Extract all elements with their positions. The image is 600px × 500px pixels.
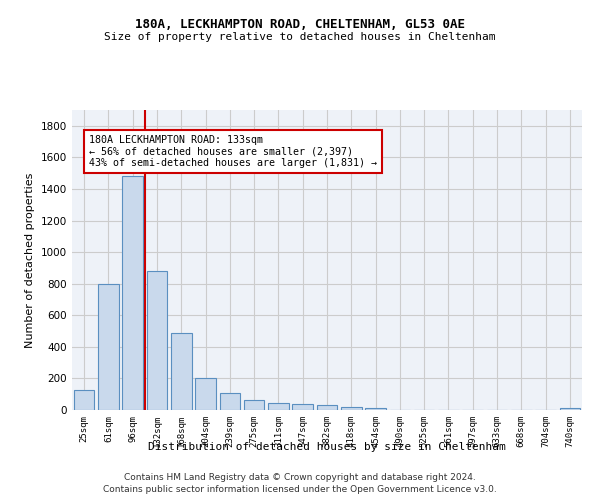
Bar: [98, 284, 119, 410]
Bar: [341, 407, 362, 410]
Bar: [365, 408, 386, 410]
Text: 180A LECKHAMPTON ROAD: 133sqm
← 56% of detached houses are smaller (2,397)
43% o: 180A LECKHAMPTON ROAD: 133sqm ← 56% of d…: [89, 136, 377, 168]
Bar: [171, 332, 191, 410]
Bar: [268, 403, 289, 410]
Bar: [317, 406, 337, 410]
Bar: [292, 404, 313, 410]
Text: Contains HM Land Registry data © Crown copyright and database right 2024.: Contains HM Land Registry data © Crown c…: [124, 472, 476, 482]
Text: Size of property relative to detached houses in Cheltenham: Size of property relative to detached ho…: [104, 32, 496, 42]
Bar: [220, 394, 240, 410]
Bar: [122, 176, 143, 410]
Text: Distribution of detached houses by size in Cheltenham: Distribution of detached houses by size …: [148, 442, 506, 452]
Bar: [560, 408, 580, 410]
Text: Contains public sector information licensed under the Open Government Licence v3: Contains public sector information licen…: [103, 485, 497, 494]
Bar: [195, 378, 216, 410]
Bar: [146, 271, 167, 410]
Bar: [74, 390, 94, 410]
Bar: [244, 400, 265, 410]
Y-axis label: Number of detached properties: Number of detached properties: [25, 172, 35, 348]
Text: 180A, LECKHAMPTON ROAD, CHELTENHAM, GL53 0AE: 180A, LECKHAMPTON ROAD, CHELTENHAM, GL53…: [135, 18, 465, 30]
